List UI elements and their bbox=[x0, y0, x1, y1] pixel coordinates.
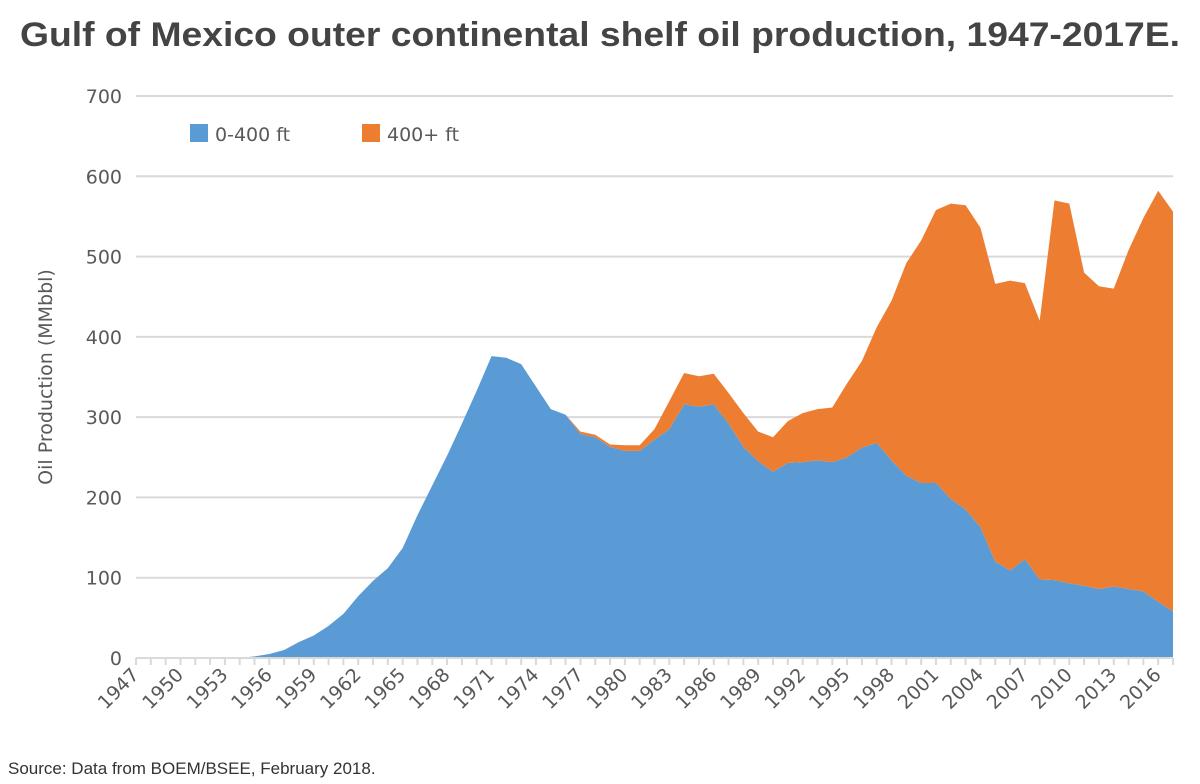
chart-title: Gulf of Mexico outer continental shelf o… bbox=[20, 16, 1180, 54]
plot-areas bbox=[136, 190, 1173, 659]
x-tick-label: 1974 bbox=[494, 664, 544, 714]
x-tick-label: 2004 bbox=[938, 664, 988, 714]
y-tick-label: 600 bbox=[86, 166, 122, 188]
y-tick-label: 100 bbox=[86, 568, 122, 590]
x-axis bbox=[135, 657, 1174, 665]
y-axis-label: Oil Production (MMbbl) bbox=[35, 269, 57, 485]
y-tick-label: 700 bbox=[86, 86, 122, 108]
x-tick-label: 1977 bbox=[538, 664, 588, 714]
y-tick-label: 400 bbox=[86, 327, 122, 349]
legend-label-0-400: 0-400 ft bbox=[215, 124, 290, 146]
x-tick-label: 1953 bbox=[183, 664, 233, 714]
legend-swatch-400-plus bbox=[362, 124, 380, 142]
y-tick-label: 500 bbox=[86, 247, 122, 269]
x-tick-label: 1956 bbox=[227, 664, 277, 714]
y-tick-label: 200 bbox=[86, 487, 122, 509]
area-series-400-plus-ft bbox=[136, 190, 1173, 659]
y-tick-label: 0 bbox=[110, 648, 122, 670]
y-axis: 0 100 200 300 400 500 600 700 bbox=[86, 86, 122, 670]
x-tick-labels: 1947195019531956195919621965196819711974… bbox=[94, 664, 1166, 714]
legend: 0-400 ft 400+ ft bbox=[190, 124, 459, 146]
source-note: Source: Data from BOEM/BSEE, February 20… bbox=[8, 759, 376, 778]
x-tick-label: 1962 bbox=[316, 664, 366, 714]
x-tick-label: 1968 bbox=[405, 664, 455, 714]
x-tick-label: 1986 bbox=[672, 664, 722, 714]
x-tick-label: 1965 bbox=[360, 664, 410, 714]
x-tick-label: 2016 bbox=[1116, 664, 1166, 714]
legend-label-400-plus: 400+ ft bbox=[387, 124, 459, 146]
x-tick-label: 1983 bbox=[627, 664, 677, 714]
y-tick-label: 300 bbox=[86, 407, 122, 429]
x-tick-label: 2007 bbox=[983, 664, 1033, 714]
x-tick-label: 1947 bbox=[94, 664, 144, 714]
x-tick-label: 2013 bbox=[1072, 664, 1122, 714]
area-series-0-400-ft bbox=[136, 356, 1173, 658]
x-tick-label: 1992 bbox=[760, 664, 810, 714]
x-tick-label: 1995 bbox=[805, 664, 855, 714]
legend-swatch-0-400 bbox=[190, 124, 208, 142]
x-tick-label: 1959 bbox=[272, 664, 322, 714]
x-tick-label: 1950 bbox=[138, 664, 188, 714]
x-tick-label: 1998 bbox=[849, 664, 899, 714]
x-tick-label: 2010 bbox=[1027, 664, 1077, 714]
x-tick-label: 1971 bbox=[449, 664, 499, 714]
gridlines bbox=[136, 95, 1173, 579]
x-tick-label: 1980 bbox=[583, 664, 633, 714]
x-tick-label: 1989 bbox=[716, 664, 766, 714]
x-tick-label: 2001 bbox=[894, 664, 944, 714]
